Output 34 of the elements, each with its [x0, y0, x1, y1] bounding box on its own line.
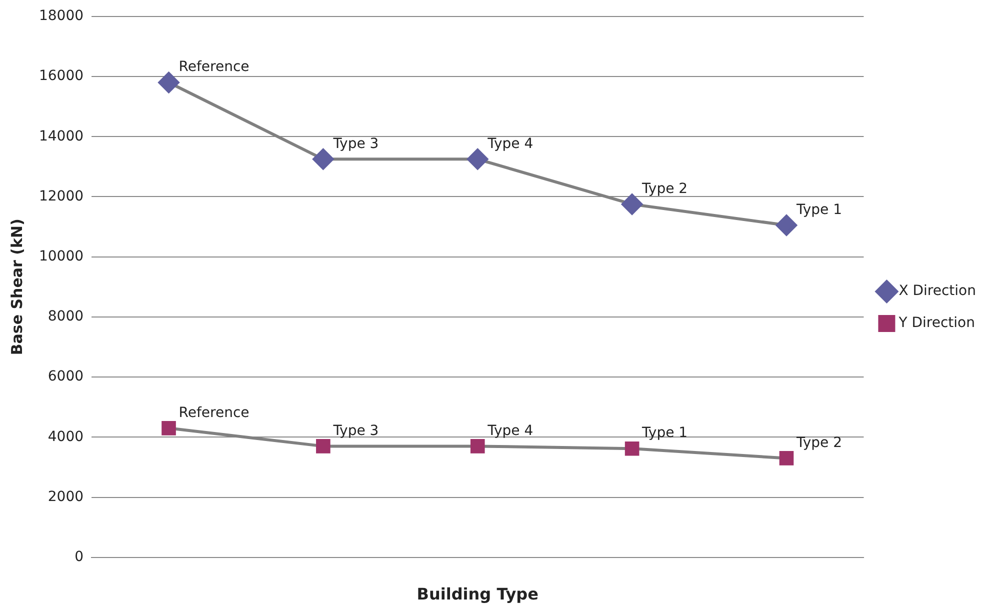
point: [162, 421, 176, 436]
point: [470, 439, 485, 454]
x-axis-title: Building Type: [416, 584, 539, 604]
data-label: Type 2: [795, 434, 842, 451]
y-tick-label: 14000: [38, 128, 84, 144]
y-tick-label: 12000: [38, 188, 84, 204]
point: [776, 214, 797, 236]
y-tick-label: 18000: [38, 8, 84, 24]
data-label: Type 3: [332, 422, 379, 439]
y-tick-label: 6000: [48, 368, 84, 385]
y-tick-label: 8000: [48, 308, 84, 325]
y-tick-label: 16000: [38, 68, 84, 84]
data-label: Type 1: [641, 425, 688, 442]
data-label: Type 3: [332, 136, 379, 152]
point: [779, 451, 794, 466]
point: [624, 441, 640, 456]
point: [622, 194, 643, 215]
data-label: Type 1: [795, 202, 842, 218]
data-label: Type 4: [486, 422, 534, 439]
data-label: Type 2: [641, 180, 688, 197]
y-tick-label: 0: [74, 549, 84, 566]
data-label: Reference: [178, 404, 250, 421]
legend-label: Y Direction: [898, 315, 975, 332]
y-tick-label: 10000: [38, 248, 84, 264]
point: [312, 148, 334, 170]
point: [467, 148, 488, 170]
y-tick-label: 2000: [48, 488, 84, 505]
data-label: Type 4: [486, 136, 534, 152]
point: [158, 72, 180, 94]
data-label: Reference: [178, 59, 250, 76]
point: [316, 439, 330, 454]
y-axis-title: Base Shear (kN): [8, 218, 26, 356]
legend-label: X Direction: [898, 283, 976, 300]
y-tick-label: 4000: [48, 428, 84, 445]
